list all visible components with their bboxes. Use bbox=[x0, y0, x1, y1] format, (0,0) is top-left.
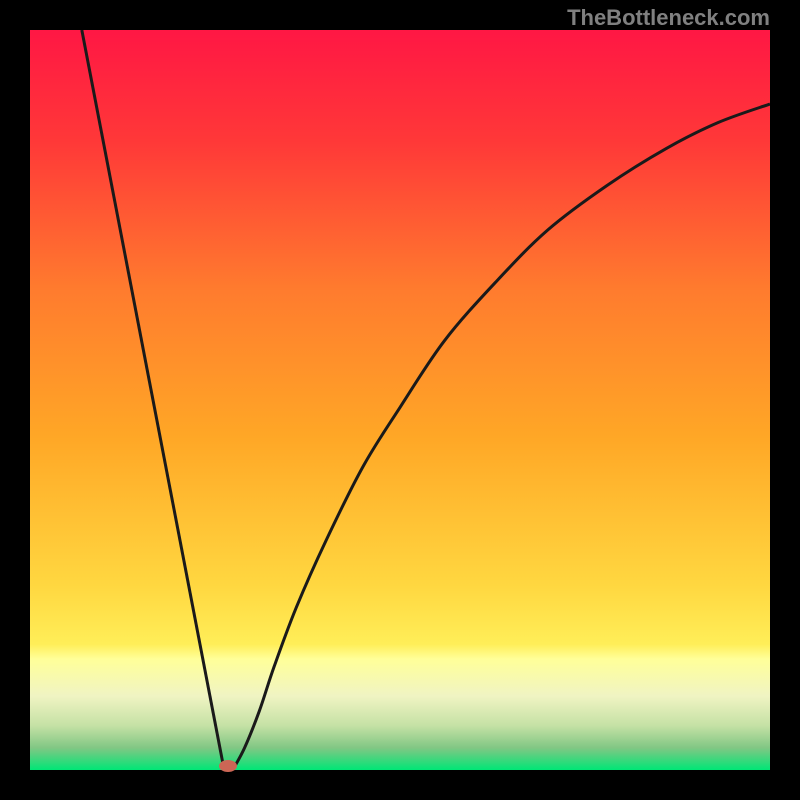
bottleneck-curve bbox=[30, 30, 770, 770]
minimum-marker bbox=[219, 760, 237, 772]
plot-area bbox=[30, 30, 770, 770]
watermark-text: TheBottleneck.com bbox=[567, 5, 770, 31]
chart-container: TheBottleneck.com bbox=[0, 0, 800, 800]
